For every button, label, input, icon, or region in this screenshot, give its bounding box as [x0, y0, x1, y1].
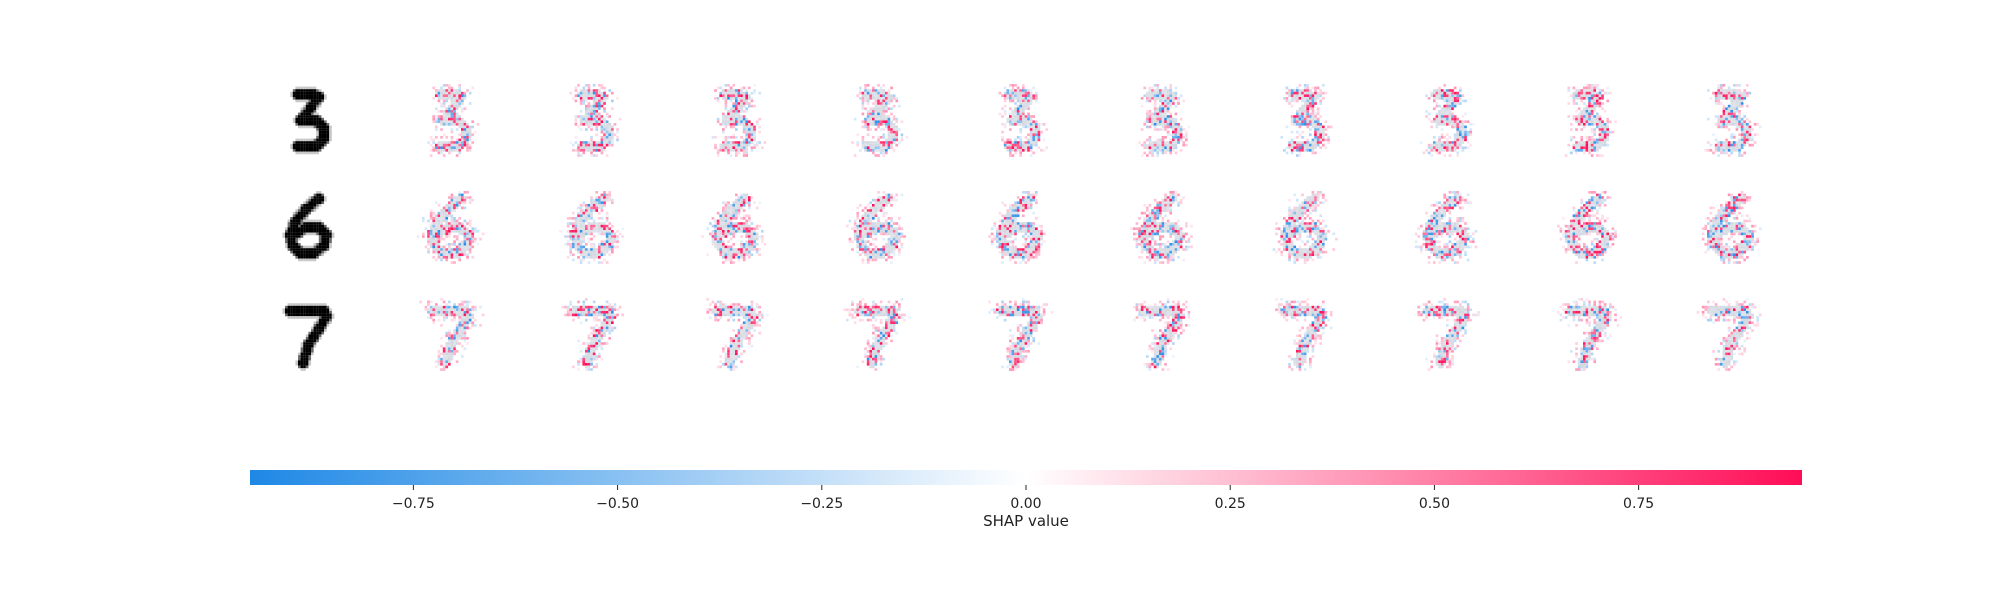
shap-explanation-image	[1557, 191, 1617, 264]
colorbar-tick-label: 0.25	[1215, 496, 1246, 512]
shap-explanation-image	[988, 191, 1046, 264]
colorbar-tick-label: −0.75	[392, 496, 435, 512]
shap-explanation-image	[1414, 191, 1478, 264]
colorbar-gradient	[250, 470, 1802, 485]
shap-explanation-image	[1420, 84, 1475, 157]
shap-explanation-image	[1696, 298, 1762, 371]
shap-explanation-image	[1275, 298, 1333, 371]
shap-explanation-image	[1130, 191, 1193, 264]
colorbar-tick-label: 0.00	[1010, 496, 1041, 512]
input-digit-image	[282, 303, 335, 371]
shap-explanation-image	[427, 84, 480, 157]
shap-explanation-image	[416, 191, 485, 264]
shap-explanation-image	[843, 298, 912, 371]
shap-explanation-image	[1133, 298, 1191, 371]
shap-explanation-image	[1138, 84, 1191, 157]
shap-explanation-image	[559, 191, 625, 264]
shap-explanation-image	[569, 84, 622, 157]
shap-explanation-image	[711, 84, 767, 157]
shap-explanation-image	[988, 298, 1054, 371]
shap-explanation-image	[846, 191, 906, 264]
input-digit-image	[282, 191, 335, 262]
shap-explanation-image	[1701, 191, 1762, 264]
colorbar: −0.75 −0.50 −0.25 0.00 0.25 0.50 0.75 SHAP val…	[250, 470, 1802, 530]
shap-explanation-image	[1704, 84, 1762, 157]
shap-explanation-image	[706, 298, 769, 371]
shap-explanation-image	[1564, 84, 1617, 157]
shap-explanation-image	[1557, 298, 1623, 371]
shap-explanation-image	[701, 193, 767, 264]
shap-explanation-image	[851, 84, 909, 157]
image-grid	[282, 84, 1762, 371]
colorbar-tick-label: 0.75	[1623, 496, 1654, 512]
shap-explanation-image	[1272, 191, 1338, 264]
shap-explanation-image	[561, 298, 625, 371]
colorbar-tick-label: 0.50	[1419, 496, 1450, 512]
colorbar-tick-label: −0.25	[800, 496, 843, 512]
colorbar-tick-label: −0.50	[596, 496, 639, 512]
shap-explanation-image	[998, 84, 1049, 157]
shap-explanation-image	[1280, 84, 1333, 157]
shap-explanation-image	[419, 298, 485, 371]
input-digit-image	[290, 86, 332, 155]
shap-explanation-image	[1417, 298, 1480, 371]
colorbar-label: SHAP value	[983, 512, 1069, 530]
